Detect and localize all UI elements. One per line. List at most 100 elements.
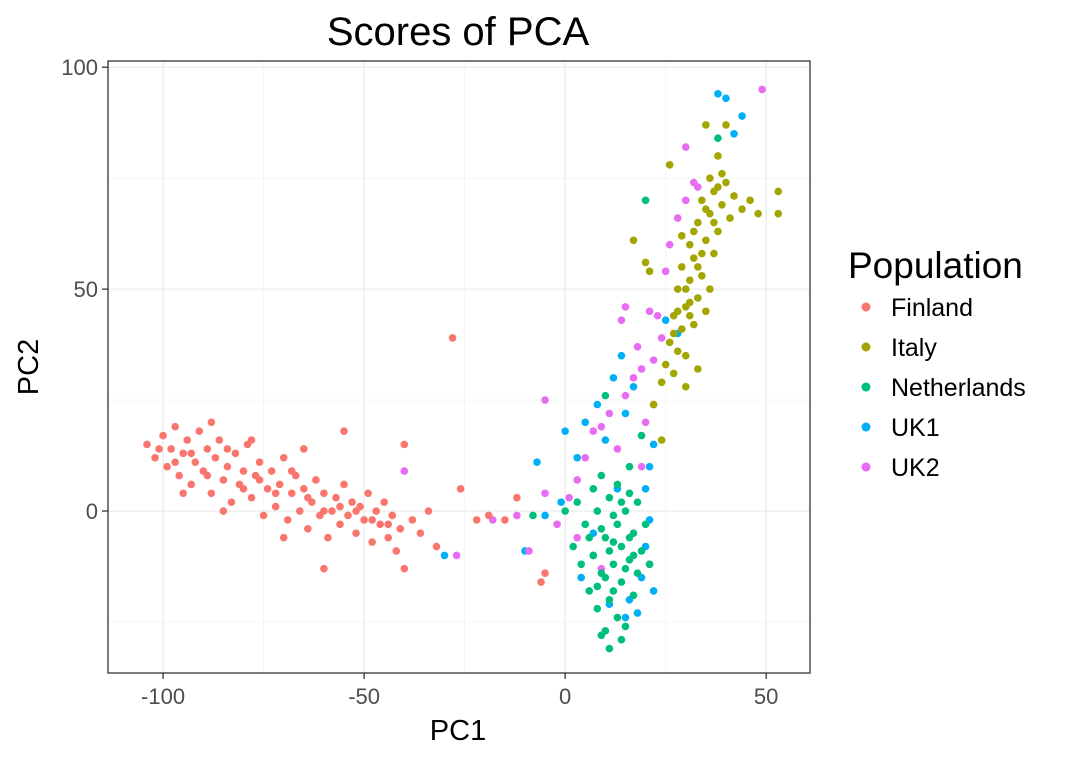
data-point xyxy=(183,436,192,444)
data-point xyxy=(621,613,630,622)
data-point xyxy=(690,227,698,236)
data-point xyxy=(718,200,726,209)
legend-label: UK1 xyxy=(891,414,940,442)
data-point xyxy=(597,524,606,533)
data-point xyxy=(537,578,545,586)
data-point xyxy=(368,516,376,524)
data-point xyxy=(553,520,561,529)
data-point xyxy=(669,329,678,338)
data-point xyxy=(685,276,694,285)
data-point xyxy=(581,453,590,462)
data-point xyxy=(641,258,650,267)
data-point xyxy=(609,538,618,546)
data-point xyxy=(384,533,393,542)
data-point xyxy=(541,396,549,404)
data-point xyxy=(605,493,614,502)
data-point xyxy=(706,285,714,293)
data-point xyxy=(271,502,280,511)
data-point xyxy=(625,462,634,471)
series-netherlands xyxy=(529,134,722,653)
data-point xyxy=(730,192,738,200)
data-point xyxy=(681,196,690,205)
data-point xyxy=(155,445,163,453)
x-tick-label: 0 xyxy=(559,684,571,709)
data-point xyxy=(681,285,690,293)
data-point xyxy=(360,516,368,524)
data-point xyxy=(304,524,312,533)
data-point xyxy=(609,587,618,595)
data-point xyxy=(211,453,220,462)
legend: Population Finland Italy Netherlands UK1 UK2 xyxy=(848,245,1026,482)
data-point xyxy=(629,591,638,600)
data-point xyxy=(673,285,682,293)
data-point xyxy=(195,427,204,435)
data-point xyxy=(231,449,240,458)
legend-label: UK2 xyxy=(891,454,940,482)
data-point xyxy=(706,174,714,182)
data-point xyxy=(368,538,376,546)
legend-key-italy xyxy=(861,342,871,352)
data-point xyxy=(714,90,722,98)
data-point xyxy=(324,533,332,542)
data-point xyxy=(416,529,425,538)
data-point xyxy=(287,467,296,475)
legend-label: Netherlands xyxy=(891,374,1026,402)
data-point xyxy=(694,218,702,227)
data-point xyxy=(698,271,706,280)
data-point xyxy=(440,551,449,560)
data-point xyxy=(255,458,264,466)
data-point xyxy=(400,467,409,475)
data-point xyxy=(665,240,674,249)
data-point xyxy=(525,547,533,555)
data-point xyxy=(677,263,686,271)
data-point xyxy=(340,480,348,489)
data-point xyxy=(633,498,642,506)
data-point xyxy=(424,507,433,515)
y-axis-label: PC2 xyxy=(13,339,45,395)
data-point xyxy=(722,121,730,129)
data-point xyxy=(718,169,726,178)
data-point xyxy=(263,485,272,493)
data-point xyxy=(629,236,638,245)
data-point xyxy=(320,507,328,515)
data-point xyxy=(609,511,618,520)
data-point xyxy=(388,511,397,520)
data-point xyxy=(677,232,686,240)
data-point xyxy=(215,436,224,444)
data-point xyxy=(267,467,276,475)
data-point xyxy=(613,480,622,489)
data-point xyxy=(601,436,610,444)
y-tick-label: 0 xyxy=(86,499,98,524)
data-point xyxy=(175,471,183,480)
data-point xyxy=(641,485,650,493)
data-point xyxy=(649,400,658,409)
data-point xyxy=(287,489,296,498)
data-point xyxy=(657,334,666,342)
data-point xyxy=(673,214,682,222)
data-point xyxy=(340,427,348,435)
data-point xyxy=(609,374,618,382)
legend-label: Italy xyxy=(891,334,937,362)
data-point xyxy=(408,516,417,524)
data-point xyxy=(593,400,602,409)
data-point xyxy=(714,227,722,236)
data-point xyxy=(320,564,328,573)
data-point xyxy=(625,533,634,542)
data-point xyxy=(645,560,654,569)
data-point xyxy=(621,622,630,631)
data-point xyxy=(710,218,718,227)
data-point xyxy=(207,418,216,427)
data-point xyxy=(143,440,151,449)
data-point xyxy=(344,511,352,520)
legend-key-uk2 xyxy=(861,462,871,472)
data-point xyxy=(722,94,730,103)
data-point xyxy=(617,542,626,551)
data-point xyxy=(223,445,232,453)
data-point xyxy=(384,520,393,529)
data-point xyxy=(722,178,730,187)
data-point xyxy=(255,476,264,484)
grid xyxy=(108,61,810,673)
data-point xyxy=(690,254,698,262)
data-point xyxy=(637,365,646,373)
data-point xyxy=(179,489,187,498)
